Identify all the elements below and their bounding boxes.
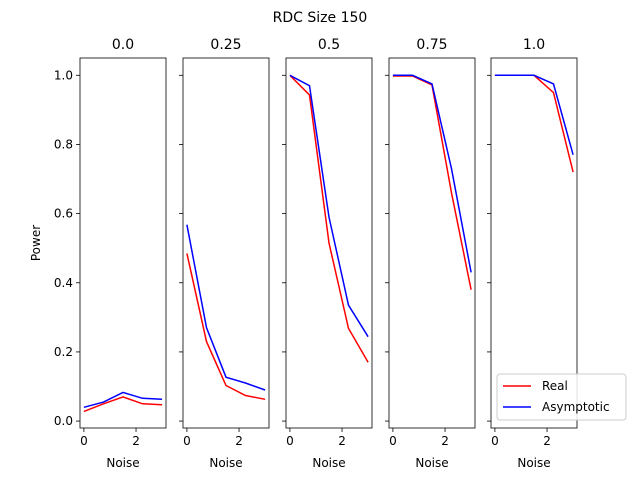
x-axis-label: Noise <box>106 456 139 470</box>
x-tick-label: 2 <box>132 434 140 448</box>
x-tick-label: 2 <box>338 434 346 448</box>
legend-label-real: Real <box>542 379 568 393</box>
panel-title: 0.75 <box>416 37 447 53</box>
axes-frame <box>285 57 373 429</box>
series-line-real <box>494 74 574 173</box>
series-line-asymptotic <box>289 74 369 338</box>
x-axis-label: Noise <box>209 456 242 470</box>
x-axis-label: Noise <box>312 456 345 470</box>
series-line-asymptotic <box>392 74 472 273</box>
series-line-asymptotic <box>186 224 266 391</box>
series-line-real <box>186 253 266 401</box>
x-tick-label: 2 <box>235 434 243 448</box>
y-axis-label: Power <box>29 225 43 261</box>
panel-4: 1.0 0 2 Noise <box>487 37 578 470</box>
panel-3: 0.75 0 2 Noise <box>385 37 476 470</box>
panel-title: 0.0 <box>112 37 134 53</box>
panel-title: 0.5 <box>318 37 340 53</box>
x-tick-label: 0 <box>389 434 397 448</box>
y-tick-label: 1.0 <box>54 68 73 82</box>
panel-title: 0.25 <box>210 37 241 53</box>
y-tick-label: 0.6 <box>54 207 73 221</box>
series-line-real <box>392 75 472 290</box>
x-tick-label: 0 <box>80 434 88 448</box>
axes-frame <box>490 57 578 429</box>
legend: Real Asymptotic <box>496 373 627 421</box>
series-line-real <box>83 396 163 413</box>
panel-2: 0.5 0 2 Noise <box>282 37 373 470</box>
panel-1: 0.25 0 2 Noise <box>179 37 270 470</box>
y-tick-label: 0.2 <box>54 345 73 359</box>
y-tick-label: 0.0 <box>54 414 73 428</box>
x-tick-label: 2 <box>441 434 449 448</box>
series-line-real <box>289 74 369 363</box>
x-tick-label: 0 <box>183 434 191 448</box>
x-tick-label: 0 <box>286 434 294 448</box>
y-tick-label: 0.8 <box>54 137 73 151</box>
panel-title: 1.0 <box>523 37 545 53</box>
x-tick-label: 2 <box>543 434 551 448</box>
figure-title: RDC Size 150 <box>273 10 368 26</box>
panel-0: 0.0 0 2 Noise 0.0 0.2 0.4 0.6 0.8 1.0 <box>54 37 167 470</box>
axes-frame <box>388 57 476 429</box>
axes-frame <box>79 57 167 429</box>
series-line-asymptotic <box>494 74 574 155</box>
x-tick-label: 0 <box>491 434 499 448</box>
legend-label-asymptotic: Asymptotic <box>542 400 610 414</box>
x-axis-label: Noise <box>415 456 448 470</box>
x-axis-label: Noise <box>517 456 550 470</box>
y-tick-label: 0.4 <box>54 276 73 290</box>
series-line-asymptotic <box>83 391 163 409</box>
axes-frame <box>182 57 270 429</box>
